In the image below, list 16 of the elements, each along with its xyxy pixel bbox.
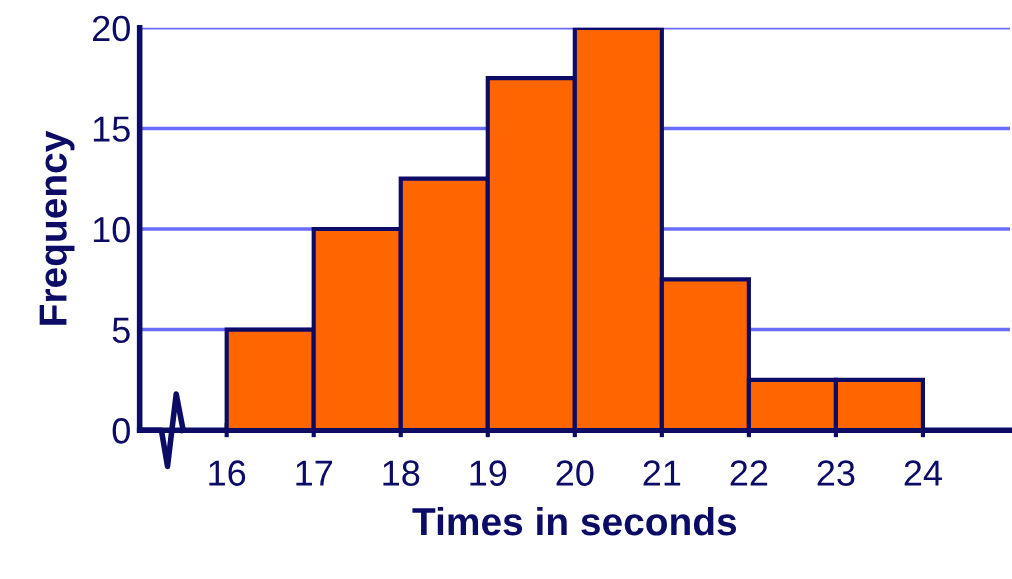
x-tick-label: 23 (817, 460, 855, 486)
x-tick-label: 18 (383, 460, 420, 486)
x-tick-label: 17 (296, 460, 332, 486)
x-tick-label: 22 (730, 460, 768, 486)
y-tick-label: 10 (93, 216, 130, 243)
y-tick-label: 0 (112, 418, 130, 444)
x-tick-label: 24 (904, 460, 942, 486)
x-tick-label: 19 (470, 460, 507, 486)
x-tick-label: 16 (209, 460, 246, 486)
x-tick-label: 20 (556, 460, 594, 486)
y-axis-title: Frequency (39, 130, 75, 325)
x-axis-title: Times in seconds (412, 506, 737, 536)
y-tick-label: 20 (92, 15, 130, 42)
y-tick-label: 15 (93, 116, 130, 142)
y-tick-label: 5 (112, 317, 130, 344)
x-tick-label: 21 (643, 460, 681, 486)
